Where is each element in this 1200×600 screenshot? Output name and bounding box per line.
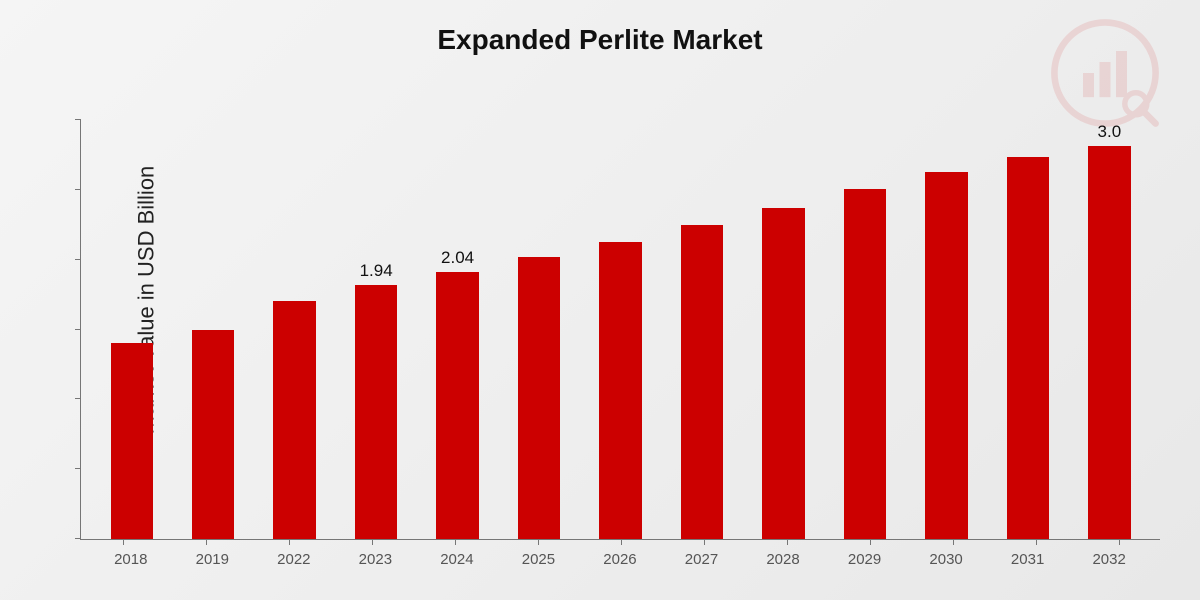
bar-value-label: 1.94 <box>360 261 393 281</box>
x-tick <box>621 539 622 545</box>
x-tick <box>455 539 456 545</box>
x-axis-label: 2032 <box>1068 551 1150 568</box>
bar-slot <box>580 120 661 539</box>
bar-slot <box>824 120 905 539</box>
y-tick <box>75 259 81 260</box>
x-tick <box>123 539 124 545</box>
bar-slot <box>987 120 1068 539</box>
bar <box>192 330 234 540</box>
x-axis-label: 2029 <box>824 551 906 568</box>
x-tick <box>1036 539 1037 545</box>
x-tick <box>372 539 373 545</box>
x-tick <box>870 539 871 545</box>
x-axis-label: 2019 <box>172 551 254 568</box>
x-axis-labels: 2018201920222023202420252026202720282029… <box>80 551 1160 568</box>
bar-slot <box>498 120 579 539</box>
x-tick <box>206 539 207 545</box>
x-axis-label: 2031 <box>987 551 1069 568</box>
bar <box>844 189 886 539</box>
x-tick <box>953 539 954 545</box>
chart-title: Expanded Perlite Market <box>0 24 1200 56</box>
x-axis-label: 2024 <box>416 551 498 568</box>
x-axis-label: 2028 <box>742 551 824 568</box>
x-axis-label: 2026 <box>579 551 661 568</box>
y-tick <box>75 329 81 330</box>
y-tick <box>75 538 81 539</box>
bar: 1.94 <box>355 285 397 539</box>
x-axis-label: 2025 <box>498 551 580 568</box>
x-axis-label: 2022 <box>253 551 335 568</box>
x-tick <box>787 539 788 545</box>
bar-slot <box>254 120 335 539</box>
bar-slot <box>906 120 987 539</box>
bar-slot: 2.04 <box>417 120 498 539</box>
bar-slot <box>661 120 742 539</box>
bar-slot <box>91 120 172 539</box>
bar <box>925 172 967 539</box>
bar-slot: 3.0 <box>1069 120 1150 539</box>
x-tick <box>704 539 705 545</box>
chart-canvas: Expanded Perlite Market Market Value in … <box>0 0 1200 600</box>
x-axis-label: 2018 <box>90 551 172 568</box>
y-tick <box>75 119 81 120</box>
x-axis-label: 2027 <box>661 551 743 568</box>
y-tick <box>75 398 81 399</box>
bar: 2.04 <box>436 272 478 539</box>
bar-slot <box>743 120 824 539</box>
bar-value-label: 2.04 <box>441 248 474 268</box>
x-tick <box>538 539 539 545</box>
bar: 3.0 <box>1088 146 1130 539</box>
x-tick <box>289 539 290 545</box>
bar <box>518 257 560 539</box>
bars-container: 1.94 2.04 3.0 <box>81 120 1160 539</box>
bar <box>599 242 641 539</box>
x-axis-label: 2023 <box>335 551 417 568</box>
bar-value-label: 3.0 <box>1098 122 1122 142</box>
y-tick <box>75 468 81 469</box>
plot-area: 1.94 2.04 3.0 <box>80 120 1160 540</box>
bar-slot: 1.94 <box>335 120 416 539</box>
bar <box>681 225 723 539</box>
y-tick <box>75 189 81 190</box>
x-tick <box>1119 539 1120 545</box>
x-axis-label: 2030 <box>905 551 987 568</box>
bar <box>111 343 153 539</box>
bar <box>1007 157 1049 539</box>
bar <box>762 208 804 539</box>
bar-slot <box>172 120 253 539</box>
bar <box>273 301 315 539</box>
